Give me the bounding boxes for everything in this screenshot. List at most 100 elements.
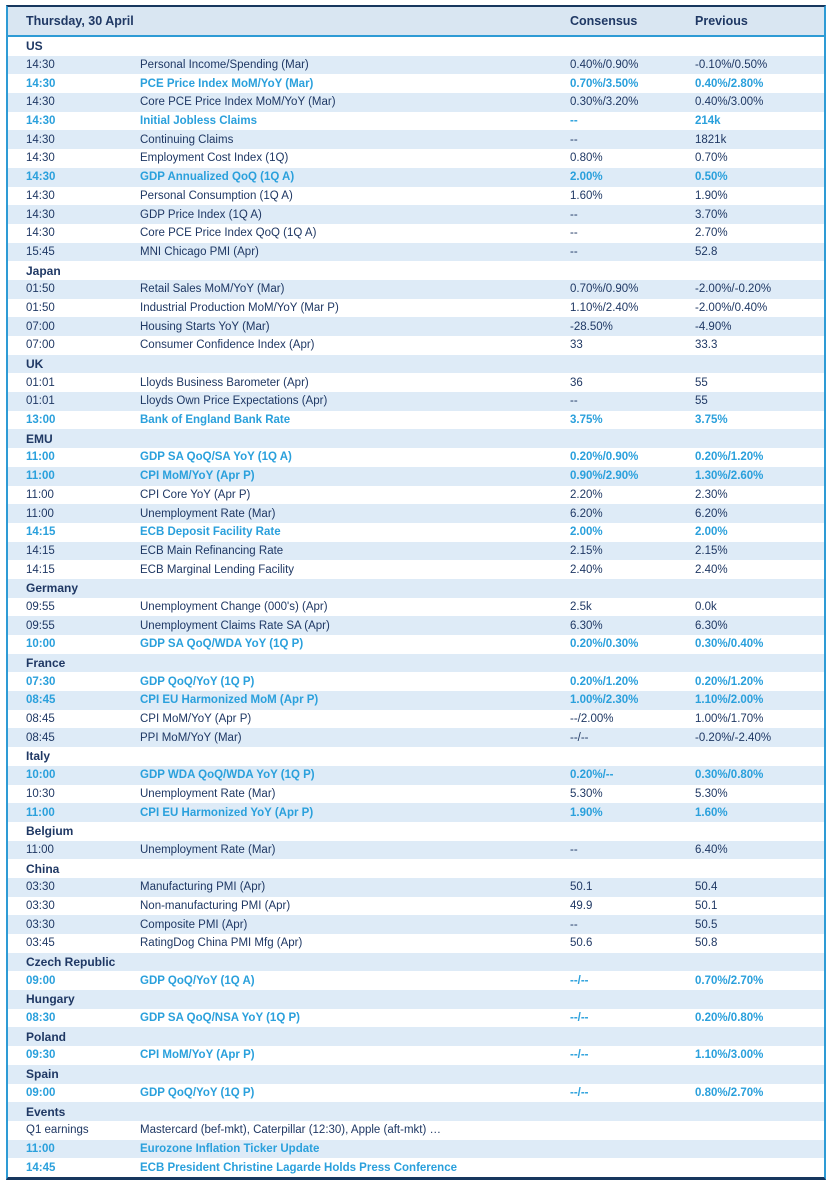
consensus-cell: -- (570, 918, 578, 931)
time-cell: 03:30 (26, 881, 55, 894)
event-row: 01:50 Retail Sales MoM/YoY (Mar) 0.70%/0.9… (8, 279, 824, 299)
section-row: Germany (8, 578, 824, 598)
section-label: UK (26, 357, 44, 372)
event-row: 14:30 Continuing Claims -- 1821k (8, 130, 824, 150)
event-cell: CPI MoM/YoY (Apr P) (140, 1049, 255, 1062)
event-row: 14:30 Core PCE Price Index QoQ (1Q A) -- 2.… (8, 223, 824, 243)
time-cell: 07:30 (26, 675, 56, 688)
event-row: 13:00 Bank of England Bank Rate 3.75% 3.75% (8, 410, 824, 430)
previous-cell: 0.20%/1.20% (695, 675, 764, 688)
section-label: Spain (26, 1067, 59, 1082)
previous-cell: 55 (695, 395, 708, 408)
consensus-cell: 2.20% (570, 488, 603, 501)
previous-cell: 0.20%/1.20% (695, 451, 764, 464)
event-row: 11:00 CPI Core YoY (Apr P) 2.20% 2.30% (8, 485, 824, 505)
section-row: EMU (8, 429, 824, 449)
section-row: Hungary (8, 990, 824, 1009)
event-cell: ECB Main Refinancing Rate (140, 544, 284, 557)
section-label: Czech Republic (26, 955, 116, 970)
time-cell: 14:15 (26, 544, 55, 557)
event-row: 11:00 Unemployment Rate (Mar) -- 6.40% (8, 840, 824, 860)
event-cell: GDP QoQ/YoY (1Q P) (140, 1086, 255, 1099)
previous-cell: 0.30%/0.40% (695, 638, 764, 651)
previous-column-header: Previous (695, 14, 748, 28)
event-cell: Core PCE Price Index MoM/YoY (Mar) (140, 96, 336, 109)
event-row: 10:30 Unemployment Rate (Mar) 5.30% 5.30% (8, 784, 824, 804)
section-row: Japan (8, 261, 824, 280)
consensus-cell: -- (570, 395, 578, 408)
consensus-column-header: Consensus (570, 14, 638, 28)
consensus-cell: 0.80% (570, 152, 603, 165)
time-cell: 03:45 (26, 937, 55, 950)
time-cell: 14:15 (26, 526, 56, 539)
event-row: 14:15 ECB Main Refinancing Rate 2.15% 2.15% (8, 541, 824, 561)
event-cell: Eurozone Inflation Ticker Update (140, 1142, 320, 1155)
time-cell: 14:30 (26, 115, 56, 128)
previous-cell: 2.30% (695, 488, 728, 501)
previous-cell: 0.80%/2.70% (695, 1086, 764, 1099)
event-cell: Composite PMI (Apr) (140, 918, 248, 931)
time-cell: 11:00 (26, 470, 55, 483)
consensus-cell: --/-- (570, 1086, 589, 1099)
time-cell: 01:01 (26, 376, 55, 389)
time-cell: 15:45 (26, 245, 55, 258)
event-cell: MNI Chicago PMI (Apr) (140, 245, 259, 258)
event-cell: GDP WDA QoQ/WDA YoY (1Q P) (140, 769, 315, 782)
event-cell: Non-manufacturing PMI (Apr) (140, 899, 291, 912)
event-cell: Employment Cost Index (1Q) (140, 152, 289, 165)
event-row: 01:50 Industrial Production MoM/YoY (Mar … (8, 298, 824, 318)
time-cell: 07:00 (26, 339, 55, 352)
consensus-cell: 0.40%/0.90% (570, 59, 639, 72)
previous-cell: 0.0k (695, 600, 717, 613)
event-row: 09:30 CPI MoM/YoY (Apr P) --/-- 1.10%/3.00% (8, 1046, 824, 1065)
date-header: Thursday, 30 April (26, 14, 134, 28)
consensus-cell: 50.6 (570, 937, 593, 950)
event-row: 11:00 CPI MoM/YoY (Apr P) 0.90%/2.90% 1.30%… (8, 466, 824, 486)
consensus-cell: 49.9 (570, 899, 593, 912)
previous-cell: 1.90% (695, 189, 728, 202)
event-cell: GDP Annualized QoQ (1Q A) (140, 171, 295, 184)
event-row: 08:45 CPI EU Harmonized MoM (Apr P) 1.00%/… (8, 691, 824, 710)
previous-cell: -0.10%/0.50% (695, 59, 768, 72)
event-row: 03:30 Composite PMI (Apr) -- 50.5 (8, 915, 824, 934)
event-cell: Retail Sales MoM/YoY (Mar) (140, 283, 285, 296)
section-row: Czech Republic (8, 952, 824, 972)
previous-cell: 0.70%/2.70% (695, 974, 764, 987)
section-label: Belgium (26, 824, 74, 839)
time-cell: 11:00 (26, 843, 54, 856)
consensus-cell: 0.90%/2.90% (570, 470, 639, 483)
previous-cell: 0.20%/0.80% (695, 1012, 764, 1025)
time-cell: 09:00 (26, 1086, 56, 1099)
time-cell: 14:30 (26, 189, 55, 202)
time-cell: 10:00 (26, 638, 56, 651)
previous-cell: 6.40% (695, 843, 728, 856)
time-cell: 08:30 (26, 1012, 56, 1025)
previous-cell: 5.30% (695, 787, 728, 800)
time-cell: Q1 earnings (26, 1124, 89, 1137)
event-row: 14:45 ECB President Christine Lagarde Hol… (8, 1158, 824, 1177)
consensus-cell: --/-- (570, 731, 589, 744)
event-row: 11:00 CPI EU Harmonized YoY (Apr P) 1.90% 1… (8, 803, 824, 822)
event-cell: ECB Deposit Facility Rate (140, 526, 281, 539)
consensus-cell: 6.30% (570, 619, 603, 632)
time-cell: 08:45 (26, 713, 55, 726)
event-cell: Bank of England Bank Rate (140, 414, 291, 427)
previous-cell: 0.70% (695, 152, 728, 165)
consensus-cell: 5.30% (570, 787, 603, 800)
consensus-cell: 1.60% (570, 189, 603, 202)
event-cell: Personal Income/Spending (Mar) (140, 59, 309, 72)
event-row: 07:30 GDP QoQ/YoY (1Q P) 0.20%/1.20% 0.20%/… (8, 672, 824, 692)
economic-calendar-table: Thursday, 30 April Consensus Previous US… (6, 5, 826, 1180)
section-row: Italy (8, 747, 824, 766)
section-row: Spain (8, 1064, 824, 1084)
consensus-cell: -- (570, 843, 578, 856)
time-cell: 14:30 (26, 208, 55, 221)
previous-cell: 50.1 (695, 899, 718, 912)
section-row: US (8, 37, 824, 56)
event-row: 14:30 Initial Jobless Claims -- 214k (8, 111, 824, 131)
time-cell: 09:55 (26, 600, 55, 613)
event-row: 03:30 Non-manufacturing PMI (Apr) 49.9 50.1 (8, 896, 824, 916)
previous-cell: 6.20% (695, 507, 728, 520)
previous-cell: 1821k (695, 133, 727, 146)
consensus-cell: 0.20%/-- (570, 769, 614, 782)
